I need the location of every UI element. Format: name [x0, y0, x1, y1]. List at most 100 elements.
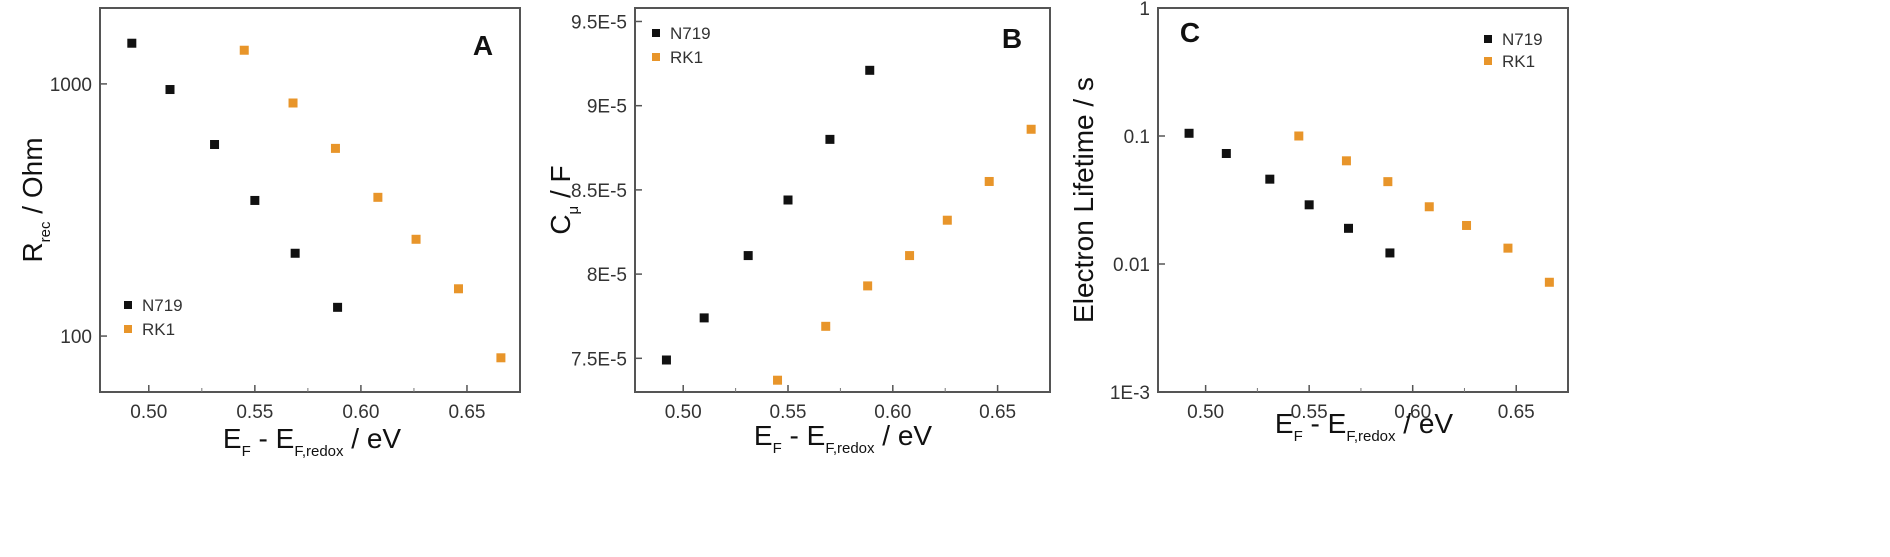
- data-point-rk1: [1462, 220, 1472, 230]
- data-point-rk1: [984, 176, 994, 186]
- legend-label-rk1: RK1: [1502, 52, 1535, 71]
- data-point-n719: [127, 38, 137, 48]
- legend-label-rk1: RK1: [670, 48, 703, 67]
- series-n719: [127, 38, 343, 312]
- data-point-rk1: [330, 143, 340, 153]
- panel-label: B: [1002, 23, 1022, 54]
- data-point-rk1: [863, 281, 873, 291]
- legend-marker-n719: [124, 301, 132, 309]
- x-title-mid: - E: [782, 420, 826, 451]
- data-point-rk1: [288, 98, 298, 108]
- series-n719: [1184, 128, 1395, 258]
- data-point-n719: [210, 140, 220, 150]
- y-tick-label: 0.1: [1124, 127, 1150, 148]
- data-point-n719: [250, 195, 260, 205]
- y-tick-label: 0.01: [1113, 255, 1150, 276]
- x-axis-title: EF - EF,redox / eV: [754, 420, 933, 457]
- x-tick-label: 0.65: [448, 402, 485, 423]
- data-point-n719: [1184, 128, 1194, 138]
- data-point-rk1: [239, 45, 249, 55]
- legend-label-n719: N719: [142, 296, 183, 315]
- data-point-rk1: [905, 251, 915, 261]
- x-title-sub1: F: [1294, 428, 1303, 445]
- y-tick-label: 9E-5: [587, 97, 627, 118]
- plot-frame: [99, 7, 521, 393]
- data-point-rk1: [773, 375, 783, 385]
- data-point-rk1: [453, 284, 463, 294]
- y-axis-title: Cμ / F: [545, 165, 582, 234]
- data-point-n719: [1265, 174, 1275, 184]
- data-point-n719: [333, 302, 343, 312]
- panel-label: C: [1180, 17, 1200, 48]
- x-title-main: E: [223, 423, 242, 454]
- y-title-main: R: [17, 242, 48, 262]
- y-tick-label: 8E-5: [587, 265, 627, 286]
- data-point-rk1: [1424, 202, 1434, 212]
- y-tick-label: 1000: [50, 75, 92, 96]
- data-point-rk1: [821, 321, 831, 331]
- x-title-mid: - E: [1303, 408, 1347, 439]
- y-title-tail: / Ohm: [17, 137, 48, 221]
- x-tick-label: 0.60: [342, 402, 379, 423]
- y-tick-label: 100: [60, 327, 92, 348]
- series-n719: [661, 65, 875, 365]
- x-title-main: E: [754, 420, 773, 451]
- x-title-sub2: F,redox: [825, 440, 875, 457]
- data-point-n719: [743, 251, 753, 261]
- y-tick-label: 7.5E-5: [571, 349, 627, 370]
- y-tick-label: 8.5E-5: [571, 181, 627, 202]
- x-tick-label: 0.60: [874, 402, 911, 423]
- x-axis-title: EF - EF,redox / eV: [223, 423, 402, 460]
- data-point-n719: [165, 85, 175, 95]
- x-title-tail: / eV: [344, 423, 402, 454]
- legend-label-n719: N719: [1502, 30, 1543, 49]
- data-point-n719: [1344, 223, 1354, 233]
- chart-panel-b: 0.50 0.55 0.60 0.65 7.5E-5 8E-5 8.5E-5 9E-5 9.5E…: [545, 7, 1051, 457]
- chart-panel-c: 0.50 0.55 0.60 0.65 1E-3 0.01 0.1 1 C Electron Li…: [1068, 0, 1569, 445]
- data-point-n719: [290, 248, 300, 258]
- data-point-rk1: [1026, 124, 1036, 134]
- legend-label-n719: N719: [670, 24, 711, 43]
- x-tick-label: 0.50: [1187, 402, 1224, 423]
- series-rk1: [1294, 131, 1554, 287]
- series-rk1: [239, 45, 506, 363]
- data-point-rk1: [373, 192, 383, 202]
- data-point-rk1: [1341, 156, 1351, 166]
- y-tick-label: 9.5E-5: [571, 12, 627, 33]
- plot-frame: [634, 7, 1051, 393]
- x-title-tail: / eV: [1396, 408, 1454, 439]
- legend-marker-n719: [652, 29, 660, 37]
- x-title-sub1: F: [242, 443, 251, 460]
- data-point-rk1: [1383, 177, 1393, 187]
- legend-marker-rk1: [1484, 57, 1492, 65]
- y-title-tail: / F: [545, 165, 576, 205]
- y-tick-label: 1E-3: [1110, 383, 1150, 404]
- x-title-sub2: F,redox: [294, 443, 344, 460]
- y-axis-title: Rrec / Ohm: [17, 137, 54, 262]
- series-rk1: [773, 124, 1036, 385]
- legend-marker-rk1: [124, 325, 132, 333]
- data-point-n719: [1385, 248, 1395, 258]
- legend-marker-n719: [1484, 35, 1492, 43]
- x-title-mid: - E: [251, 423, 295, 454]
- x-title-sub1: F: [773, 440, 782, 457]
- x-tick-label: 0.65: [1498, 402, 1535, 423]
- panel-label: A: [473, 30, 493, 61]
- plot-frame: [1157, 7, 1569, 393]
- x-tick-label: 0.50: [130, 402, 167, 423]
- data-point-rk1: [1544, 277, 1554, 287]
- x-tick-label: 0.65: [979, 402, 1016, 423]
- y-title-main: C: [545, 214, 576, 234]
- data-point-rk1: [1294, 131, 1304, 141]
- x-tick-label: 0.55: [770, 402, 807, 423]
- y-tick-label: 1: [1139, 0, 1150, 20]
- x-tick-label: 0.55: [236, 402, 273, 423]
- data-point-n719: [1221, 148, 1231, 158]
- data-point-n719: [783, 195, 793, 205]
- data-point-rk1: [411, 234, 421, 244]
- x-tick-label: 0.60: [1394, 402, 1431, 423]
- x-tick-label: 0.50: [665, 402, 702, 423]
- data-point-rk1: [496, 353, 506, 363]
- data-point-rk1: [942, 215, 952, 225]
